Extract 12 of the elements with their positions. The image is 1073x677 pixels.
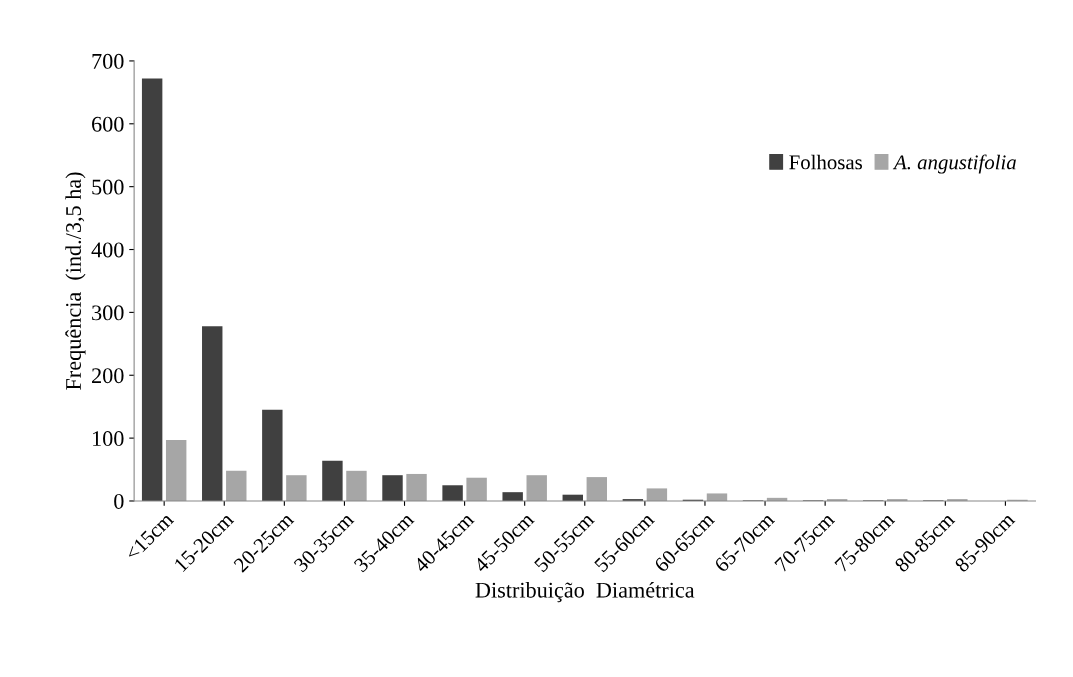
legend-label: Folhosas [789,154,862,170]
y-axis-title: Frequência (ind./3,5 ha) [65,172,86,390]
y-tick-label: 0 [114,493,124,509]
y-tick-label: 700 [92,53,124,69]
y-tick-label: 200 [92,368,124,384]
y-tick-label: 600 [92,116,124,132]
y-tick-label: 400 [91,242,124,258]
y-tick-label: 500 [92,179,124,195]
legend-label: A. angustifolia [892,154,1016,174]
x-axis-title: Distribuição Diamétrica [475,581,695,603]
y-tick-label: 100 [93,431,124,447]
y-tick-label: 300 [92,305,124,321]
